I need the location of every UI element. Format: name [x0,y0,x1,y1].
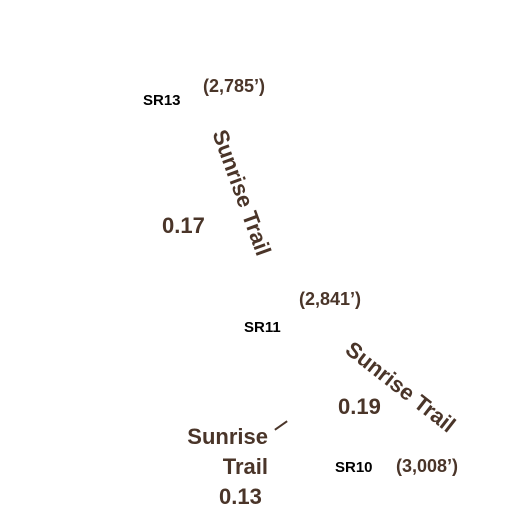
trail-distance-sr11-sr10: 0.19 [338,394,381,419]
trail-name-south-line1: Sunrise [187,424,268,449]
trail-distance-south: 0.13 [219,484,262,509]
trail-name-south: Sunrise Trail [170,422,268,482]
trail-name-sr13-sr11: Sunrise Trail [207,126,277,259]
junction-label-sr10[interactable]: SR10 [335,459,373,476]
trail-name-sr11-sr10: Sunrise Trail [340,336,461,438]
trail-name-south-line2: Trail [222,454,268,479]
trail-marker-tick [274,420,288,431]
trail-distance-sr13-sr11: 0.17 [162,213,205,238]
junction-elevation-sr13: (2,785’) [203,76,266,96]
junction-label-sr11[interactable]: SR11 [244,319,281,336]
junction-elevation-sr11: (2,841’) [299,289,362,309]
junction-elevation-sr10: (3,008’) [396,456,459,476]
junction-label-sr13[interactable]: SR13 [143,92,181,109]
